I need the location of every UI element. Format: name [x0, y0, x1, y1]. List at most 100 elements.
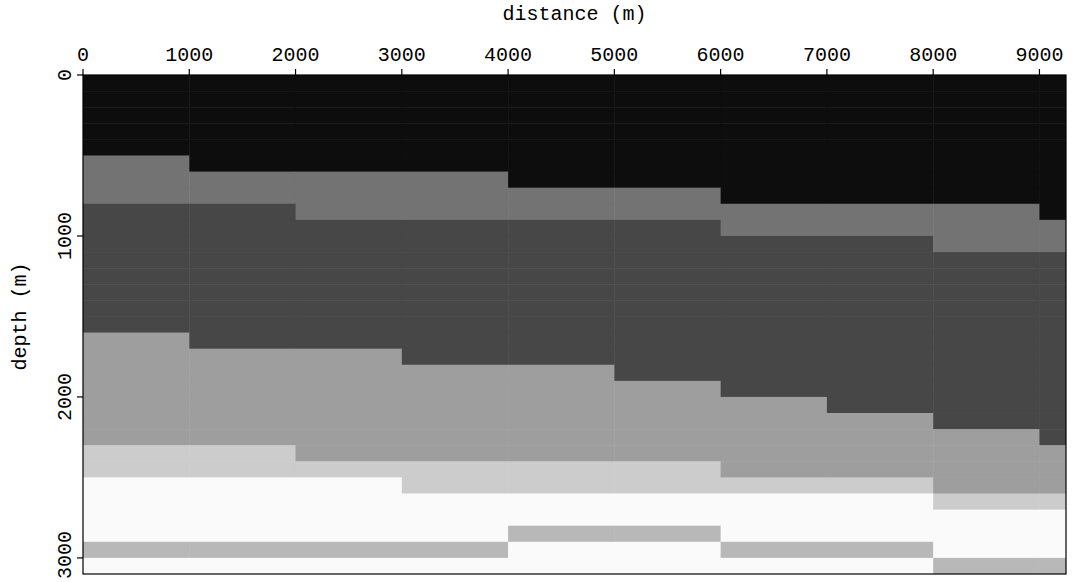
cell [296, 172, 403, 189]
cell [614, 445, 721, 462]
cell [189, 139, 296, 156]
cell [508, 107, 615, 124]
cell [296, 155, 403, 172]
cell [402, 494, 509, 511]
cell [189, 558, 296, 574]
cell [296, 316, 403, 333]
cell [189, 477, 296, 494]
y-axis-title: depth (m) [9, 262, 32, 370]
cell [827, 429, 934, 446]
cell [721, 349, 828, 366]
cell [296, 300, 403, 317]
cell [296, 75, 403, 92]
cell [933, 268, 1040, 285]
cell [933, 188, 1040, 205]
cell [402, 333, 509, 350]
cell [402, 397, 509, 414]
cell [721, 172, 828, 189]
cell [83, 461, 190, 478]
cell [189, 510, 296, 527]
cell [1039, 429, 1066, 446]
cell [1039, 268, 1066, 285]
cell [508, 381, 615, 398]
cell [1039, 252, 1066, 269]
x-tick-label: 0 [77, 44, 89, 67]
cell [83, 526, 190, 543]
cell [933, 461, 1040, 478]
y-tick [77, 396, 83, 397]
x-tick [1039, 69, 1040, 75]
cell [508, 349, 615, 366]
cell [933, 91, 1040, 108]
cell [402, 188, 509, 205]
cell [1039, 381, 1066, 398]
cell [614, 461, 721, 478]
cell [1039, 526, 1066, 543]
cell [83, 172, 190, 189]
x-tick [507, 69, 508, 75]
cell [508, 316, 615, 333]
cell [614, 155, 721, 172]
cell [402, 252, 509, 269]
cell [508, 445, 615, 462]
cell [721, 429, 828, 446]
cell [933, 107, 1040, 124]
cell [1039, 365, 1066, 382]
cell [933, 123, 1040, 140]
cell [296, 236, 403, 253]
cell [614, 172, 721, 189]
cell [614, 236, 721, 253]
cell [508, 333, 615, 350]
cell [83, 429, 190, 446]
cell [614, 204, 721, 221]
cell [189, 381, 296, 398]
cell [189, 333, 296, 350]
cell [296, 413, 403, 430]
cell [402, 349, 509, 366]
cell [614, 413, 721, 430]
y-tick-label: 3000 [54, 531, 77, 579]
cell [402, 123, 509, 140]
cell [189, 236, 296, 253]
cell [508, 397, 615, 414]
cell [1039, 349, 1066, 366]
cell [827, 365, 934, 382]
cell [296, 204, 403, 221]
cell [508, 429, 615, 446]
cell [614, 397, 721, 414]
cell [296, 123, 403, 140]
cell [827, 268, 934, 285]
cell [827, 461, 934, 478]
cell [721, 123, 828, 140]
cell [83, 542, 190, 559]
cell [189, 429, 296, 446]
cell [83, 397, 190, 414]
cell [296, 494, 403, 511]
cell [296, 510, 403, 527]
cell [402, 204, 509, 221]
cell [827, 300, 934, 317]
cell [721, 558, 828, 574]
cell [827, 526, 934, 543]
cell [721, 494, 828, 511]
x-tick [614, 69, 615, 75]
chart: 0100020003000400050006000700080009000010… [0, 0, 1075, 582]
cell [933, 558, 1040, 574]
cell [508, 542, 615, 559]
cell [827, 139, 934, 156]
cell [83, 252, 190, 269]
x-tick-label: 5000 [590, 44, 638, 67]
cell [614, 284, 721, 301]
cell [508, 510, 615, 527]
cell [189, 284, 296, 301]
cell [827, 252, 934, 269]
cell [189, 204, 296, 221]
cell [402, 429, 509, 446]
cell [296, 220, 403, 237]
cell [827, 220, 934, 237]
cell [189, 155, 296, 172]
cell [296, 542, 403, 559]
cell [83, 300, 190, 317]
cell [933, 172, 1040, 189]
cell [614, 381, 721, 398]
